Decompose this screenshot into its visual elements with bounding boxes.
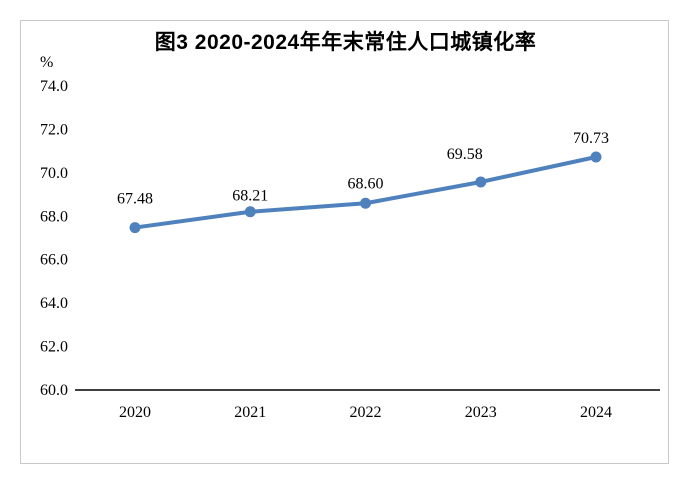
data-label: 68.60 (348, 175, 384, 192)
data-point-marker (129, 222, 141, 234)
data-point-marker (475, 176, 487, 188)
series-line (133, 155, 598, 230)
x-tick-label: 2023 (465, 404, 497, 421)
data-label: 69.58 (447, 146, 483, 163)
data-point-marker (590, 151, 602, 163)
data-point-marker (244, 206, 256, 218)
data-point-marker (360, 197, 371, 209)
x-tick-label: 2022 (350, 404, 382, 421)
x-tick-label: 2020 (119, 404, 151, 421)
y-tick-label: 74.0 (40, 78, 68, 95)
y-tick-label: 60.0 (40, 382, 68, 399)
y-tick-label: 64.0 (40, 295, 68, 312)
y-tick-label: 62.0 (40, 339, 68, 356)
y-tick-label: 68.0 (40, 208, 68, 225)
chart-title: 图3 2020-2024年年末常住人口城镇化率 (154, 31, 537, 54)
data-label: 68.21 (232, 188, 268, 205)
y-tick-label: 66.0 (40, 252, 68, 269)
x-tick-label: 2024 (580, 404, 612, 421)
data-label: 70.73 (573, 130, 609, 147)
data-label: 67.48 (117, 191, 153, 208)
y-axis-unit-label: % (40, 54, 54, 71)
y-tick-label: 72.0 (40, 121, 68, 138)
y-tick-label: 70.0 (40, 165, 68, 182)
x-tick-label: 2021 (234, 404, 266, 421)
